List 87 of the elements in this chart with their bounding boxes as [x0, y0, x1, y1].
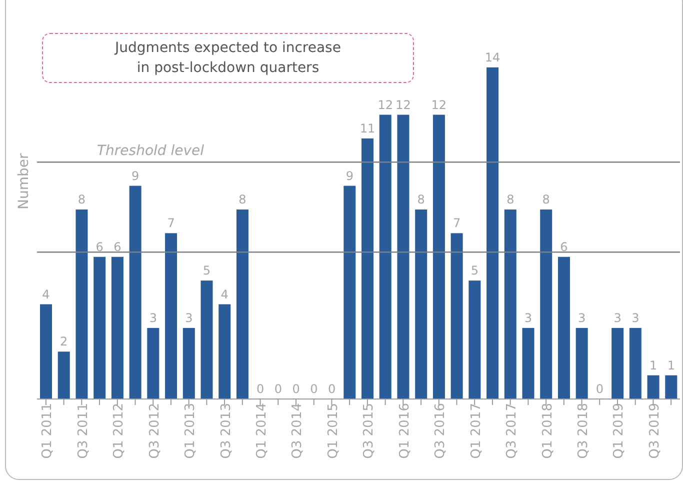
data-label: 1: [649, 358, 658, 372]
data-label: 6: [96, 240, 104, 254]
data-label: 5: [202, 264, 211, 278]
data-label: 9: [131, 168, 140, 183]
data-label: 3: [149, 310, 157, 325]
data-label: 4: [42, 287, 50, 302]
bar: [665, 375, 678, 399]
x-tick-label: Q1 2013: [183, 403, 198, 459]
bar: [540, 210, 552, 399]
x-tick-label: Q1 2014: [254, 403, 270, 459]
bar: [236, 210, 248, 399]
bar: [612, 328, 624, 399]
data-label: 3: [524, 310, 532, 325]
x-tick-label: Q3 2011: [76, 403, 91, 459]
data-label: 3: [578, 310, 586, 325]
data-label: 6: [560, 240, 568, 254]
data-label: 12: [431, 98, 447, 112]
y-axis-title: Number: [16, 153, 32, 210]
ref-line-label: Threshold level: [97, 143, 204, 160]
data-label: 0: [328, 382, 336, 396]
x-tick-label: Q3 2016: [433, 403, 448, 459]
x-tick-label: Q3 2018: [576, 403, 591, 459]
x-tick-label: Q3 2015: [362, 403, 377, 459]
bar: [165, 233, 178, 399]
data-label: 12: [378, 98, 393, 112]
data-label: 0: [292, 382, 300, 396]
bar: [200, 280, 213, 399]
x-tick-label: Q3 2012: [147, 403, 162, 459]
bar: [76, 210, 88, 399]
data-label: 7: [452, 216, 461, 230]
bar: [111, 256, 124, 399]
x-tick-label: Q1 2016: [397, 403, 412, 459]
bar: [450, 233, 463, 399]
x-tick-label: Q1 2011: [40, 403, 56, 459]
bar: [362, 138, 374, 399]
bar: [182, 328, 195, 399]
x-tick-label: Q3 2014: [290, 403, 306, 459]
data-label: 8: [542, 192, 550, 206]
data-label: 1: [667, 358, 675, 372]
data-label: 14: [484, 50, 500, 64]
bar: [397, 114, 410, 399]
bar: [629, 328, 642, 399]
data-label: 0: [310, 382, 318, 396]
x-tick-label: Q1 2015: [326, 403, 341, 459]
data-label: 8: [238, 192, 246, 206]
data-label: 6: [114, 240, 122, 254]
data-label: 0: [256, 382, 264, 396]
x-tick-label: Q3 2017: [504, 403, 520, 459]
x-tick-label: Q3 2019: [647, 403, 662, 459]
bar: [468, 280, 481, 399]
bar: [647, 375, 660, 399]
bar: [218, 304, 231, 399]
bar: [40, 304, 52, 399]
x-tick-label: Q1 2019: [612, 403, 627, 459]
data-label: 7: [167, 216, 175, 230]
x-tick-label: Q1 2017: [468, 403, 484, 459]
x-tick-label: Q1 2012: [112, 403, 127, 459]
bar: [379, 114, 392, 399]
x-tick-label: Q3 2013: [218, 403, 234, 459]
annotation: Judgments expected to increase in post-lockdown quarters: [42, 33, 414, 83]
data-label: 3: [185, 310, 193, 325]
bar: [58, 352, 70, 399]
bar: [504, 210, 516, 399]
data-label: 11: [360, 121, 376, 136]
data-label: 4: [220, 287, 228, 302]
bar: [486, 67, 499, 399]
data-label: 12: [396, 98, 411, 112]
bar: [558, 256, 570, 399]
data-label: 8: [78, 192, 86, 206]
bar: [94, 256, 106, 399]
data-label: 8: [506, 192, 514, 206]
data-label: 9: [346, 168, 354, 183]
bar: [432, 114, 445, 399]
bar: [129, 186, 142, 399]
data-label: 3: [614, 310, 622, 325]
x-tick-label: Q1 2018: [540, 403, 556, 459]
bar: [344, 186, 356, 399]
bar: [576, 328, 588, 399]
data-label: 0: [596, 382, 604, 396]
data-label: 8: [417, 192, 425, 206]
data-label: 3: [632, 310, 640, 325]
data-label: 2: [60, 334, 68, 349]
bar: [147, 328, 160, 399]
data-label: 0: [274, 382, 282, 396]
bar: [415, 210, 428, 399]
data-label: 5: [470, 264, 478, 278]
bar: [522, 328, 534, 399]
